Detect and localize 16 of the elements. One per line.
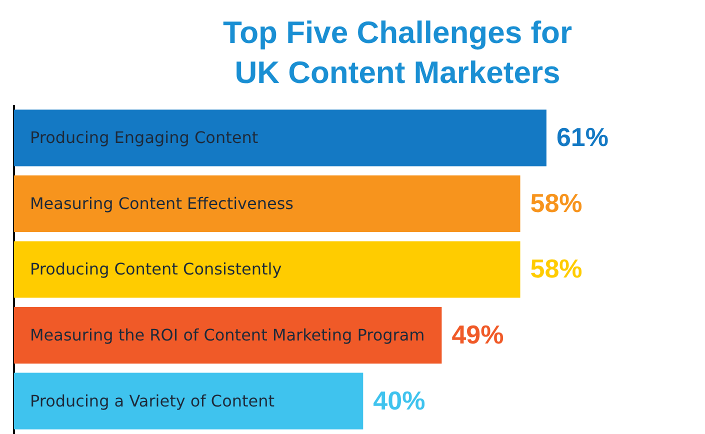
bar: [14, 372, 364, 430]
data-label: 49%: [452, 319, 504, 350]
bar: [14, 175, 520, 232]
chart-title: Top Five Challenges for UK Content Marketers: [222, 14, 574, 92]
y-tick-label: Measuring the ROI of Content Marketing Program: [30, 325, 425, 344]
data-label: 58%: [530, 188, 582, 218]
y-tick-label: Producing Content Consistently: [30, 260, 282, 279]
y-tick-label: Measuring Content Effectiveness: [30, 194, 294, 213]
bar: [14, 241, 520, 298]
data-label: 61%: [556, 122, 608, 152]
bar: [14, 110, 546, 166]
bar: [14, 307, 442, 364]
data-label: 40%: [373, 385, 426, 416]
y-tick-label: Producing a Variety of Content: [30, 391, 275, 410]
data-label: 58%: [530, 254, 582, 284]
y-tick-label: Producing Engaging Content: [30, 128, 258, 148]
